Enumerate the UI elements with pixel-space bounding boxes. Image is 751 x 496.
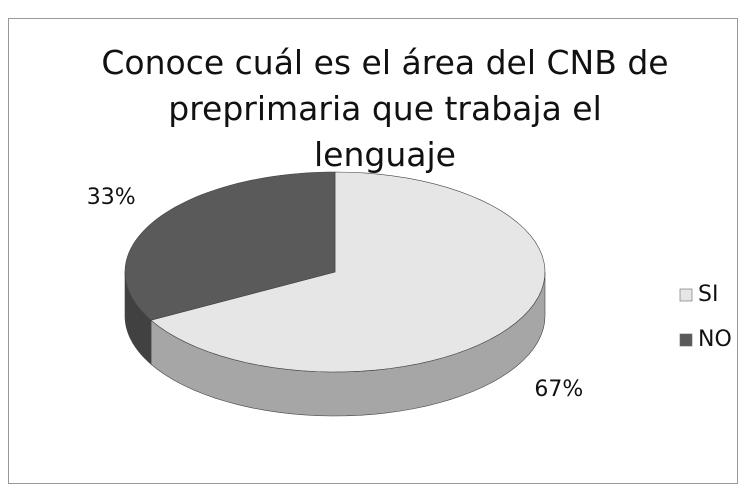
chart-frame: [8, 18, 738, 484]
legend-label: NO: [698, 327, 732, 352]
pie-slice: [124, 171, 336, 321]
pie-slice: [150, 171, 546, 373]
data-label: 67%: [534, 377, 583, 402]
legend-swatch: [679, 288, 693, 302]
chart-title: Conoce cuál es el área del CNB de prepri…: [101, 43, 669, 174]
legend-swatch: [679, 333, 693, 347]
legend-label: SI: [698, 282, 718, 307]
data-label: 33%: [87, 185, 136, 210]
